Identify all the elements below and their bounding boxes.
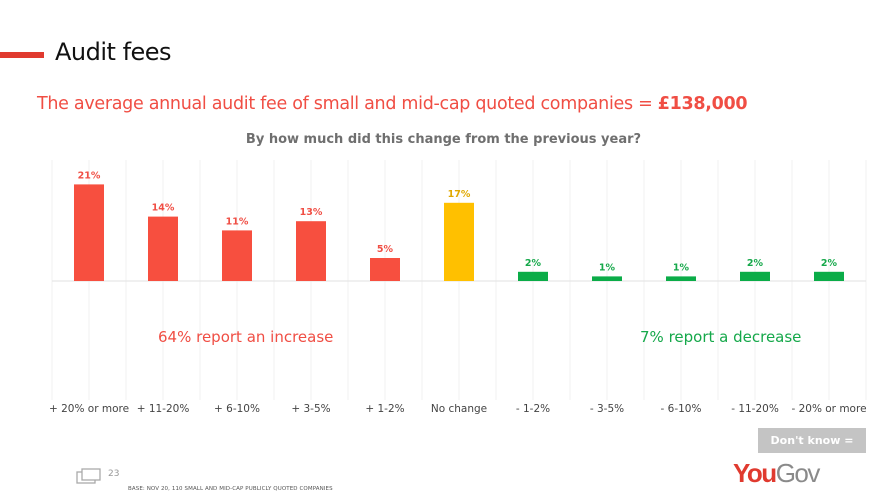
headline-text: The average annual audit fee of small an…	[37, 94, 658, 114]
base-note: Base: Nov 20, 110 small and mid-cap publ…	[128, 486, 333, 492]
yougov-logo: YouGov	[733, 458, 821, 489]
x-tick-label-7: - 3-5%	[590, 403, 624, 415]
bar-4	[370, 258, 400, 281]
bar-0	[74, 184, 104, 281]
headline: The average annual audit fee of small an…	[37, 94, 748, 114]
x-tick-label-1: + 11-20%	[137, 403, 190, 415]
page-number: 23	[108, 469, 120, 479]
headline-value: £138,000	[657, 94, 748, 114]
data-label-8: 1%	[673, 262, 690, 273]
bar-3	[296, 221, 326, 281]
logo-you: You	[733, 458, 777, 488]
dont-know-badge: Don't know = 12%	[758, 428, 866, 472]
decrease-annotation: 7% report a decrease	[640, 328, 802, 346]
chart-question: By how much did this change from the pre…	[245, 132, 642, 147]
title-accent-bar	[0, 52, 44, 58]
x-tick-label-8: - 6-10%	[661, 403, 702, 415]
bar-7	[592, 276, 622, 281]
bar-2	[222, 230, 252, 281]
x-tick-label-10: - 20% or more	[791, 403, 866, 415]
bar-1	[148, 216, 178, 281]
data-label-7: 1%	[599, 262, 616, 273]
x-tick-label-3: + 3-5%	[291, 403, 330, 415]
data-label-4: 5%	[377, 244, 394, 255]
data-label-6: 2%	[525, 258, 542, 269]
logo-gov: Gov	[775, 458, 821, 488]
data-label-0: 21%	[78, 170, 101, 181]
data-label-1: 14%	[152, 203, 175, 214]
bar-8	[666, 276, 696, 281]
slides-icon	[76, 468, 101, 484]
x-tick-label-5: No change	[431, 403, 487, 415]
x-tick-label-2: + 6-10%	[214, 403, 260, 415]
bar-9	[740, 271, 770, 281]
x-tick-label-9: - 11-20%	[731, 403, 779, 415]
data-label-9: 2%	[747, 258, 764, 269]
bar-10	[814, 271, 844, 281]
data-label-5: 17%	[448, 189, 471, 200]
x-tick-label-0: + 20% or more	[49, 403, 129, 415]
data-label-3: 13%	[300, 207, 323, 218]
data-label-2: 11%	[226, 216, 249, 227]
bar-chart: 21% + 20% or more 14% + 11-20% 11% + 6-10% 13%…	[49, 160, 867, 415]
bar-6	[518, 271, 548, 281]
slide-title: Audit fees	[55, 38, 172, 66]
bar-5	[444, 202, 474, 281]
x-tick-label-4: + 1-2%	[365, 403, 404, 415]
data-label-10: 2%	[821, 258, 838, 269]
increase-annotation: 64% report an increase	[158, 328, 334, 346]
x-tick-label-6: - 1-2%	[516, 403, 550, 415]
